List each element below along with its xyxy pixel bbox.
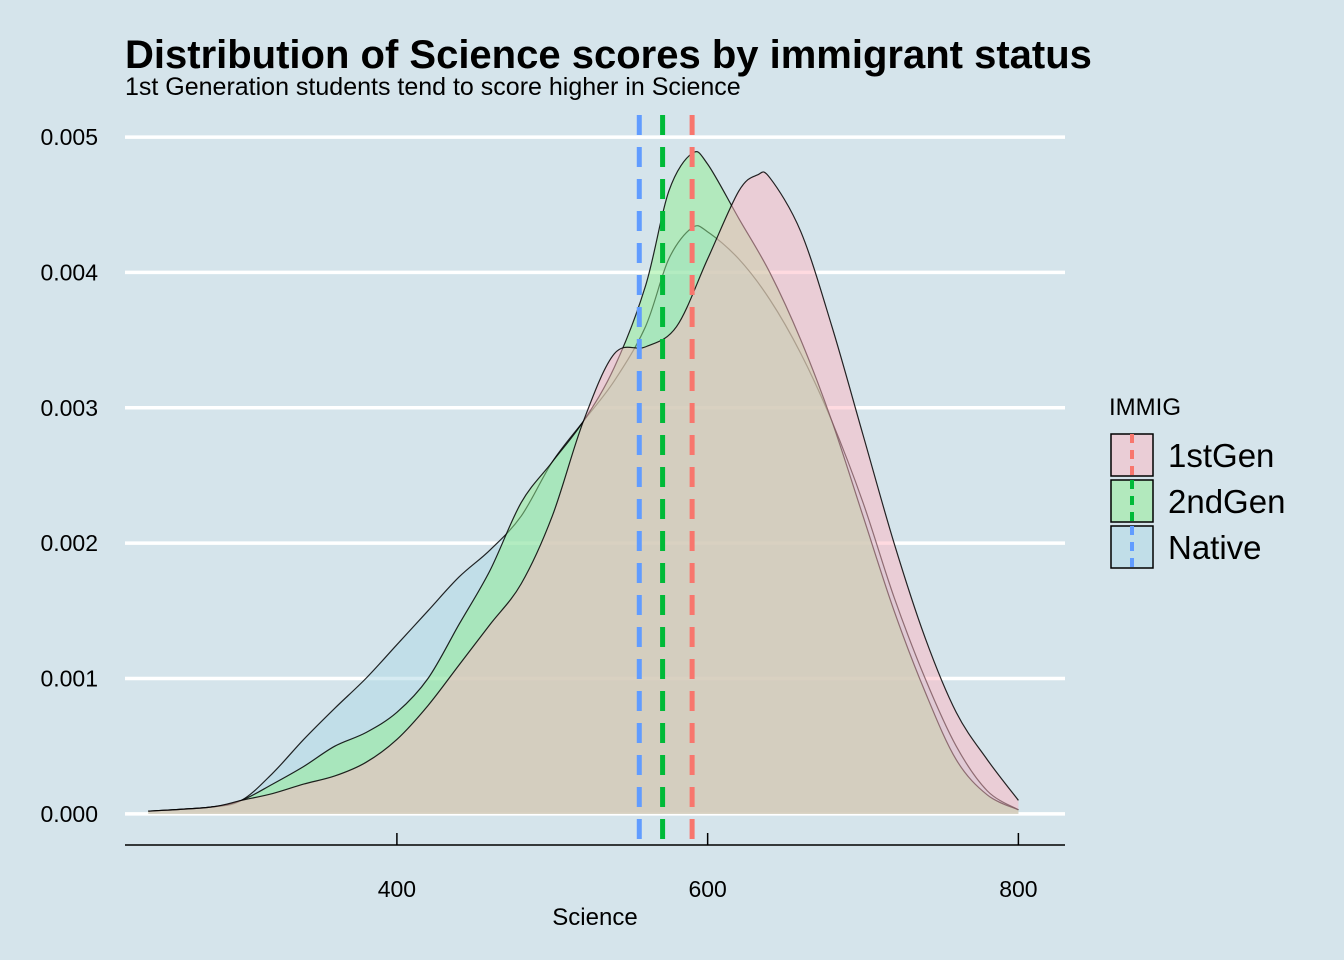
chart-subtitle: 1st Generation students tend to score hi…: [125, 73, 741, 101]
y-tick-label: 0.004: [40, 259, 98, 285]
legend-item-2ndgen: 2ndGen: [1110, 479, 1285, 523]
x-tick-label: 600: [688, 876, 726, 902]
y-tick-label: 0.000: [40, 801, 98, 827]
density-area-1stgen: [148, 171, 1019, 814]
x-axis-ticks: 400 600 800: [378, 833, 1038, 902]
y-axis-tick-labels: 0.000 0.001 0.002 0.003 0.004 0.005: [40, 124, 98, 827]
x-tick-label: 400: [378, 876, 416, 902]
legend-label: Native: [1168, 529, 1262, 566]
y-tick-label: 0.002: [40, 530, 98, 556]
density-curve-1stgen: [148, 171, 1019, 812]
y-tick-label: 0.003: [40, 395, 98, 421]
y-tick-label: 0.005: [40, 124, 98, 150]
y-tick-label: 0.001: [40, 666, 98, 692]
x-tick-label: 800: [999, 876, 1037, 902]
mean-lines: [636, 115, 695, 845]
legend-label: 2ndGen: [1168, 483, 1285, 520]
legend-title: IMMIG: [1109, 394, 1181, 421]
legend-item-1stgen: 1stGen: [1110, 433, 1274, 477]
legend: IMMIG 1stGen 2ndGen Native: [1109, 394, 1285, 569]
legend-item-native: Native: [1110, 525, 1262, 569]
chart-title: Distribution of Science scores by immigr…: [125, 33, 1092, 77]
legend-label: 1stGen: [1168, 437, 1274, 474]
density-areas: [148, 150, 1019, 814]
x-axis-title: Science: [552, 904, 637, 931]
